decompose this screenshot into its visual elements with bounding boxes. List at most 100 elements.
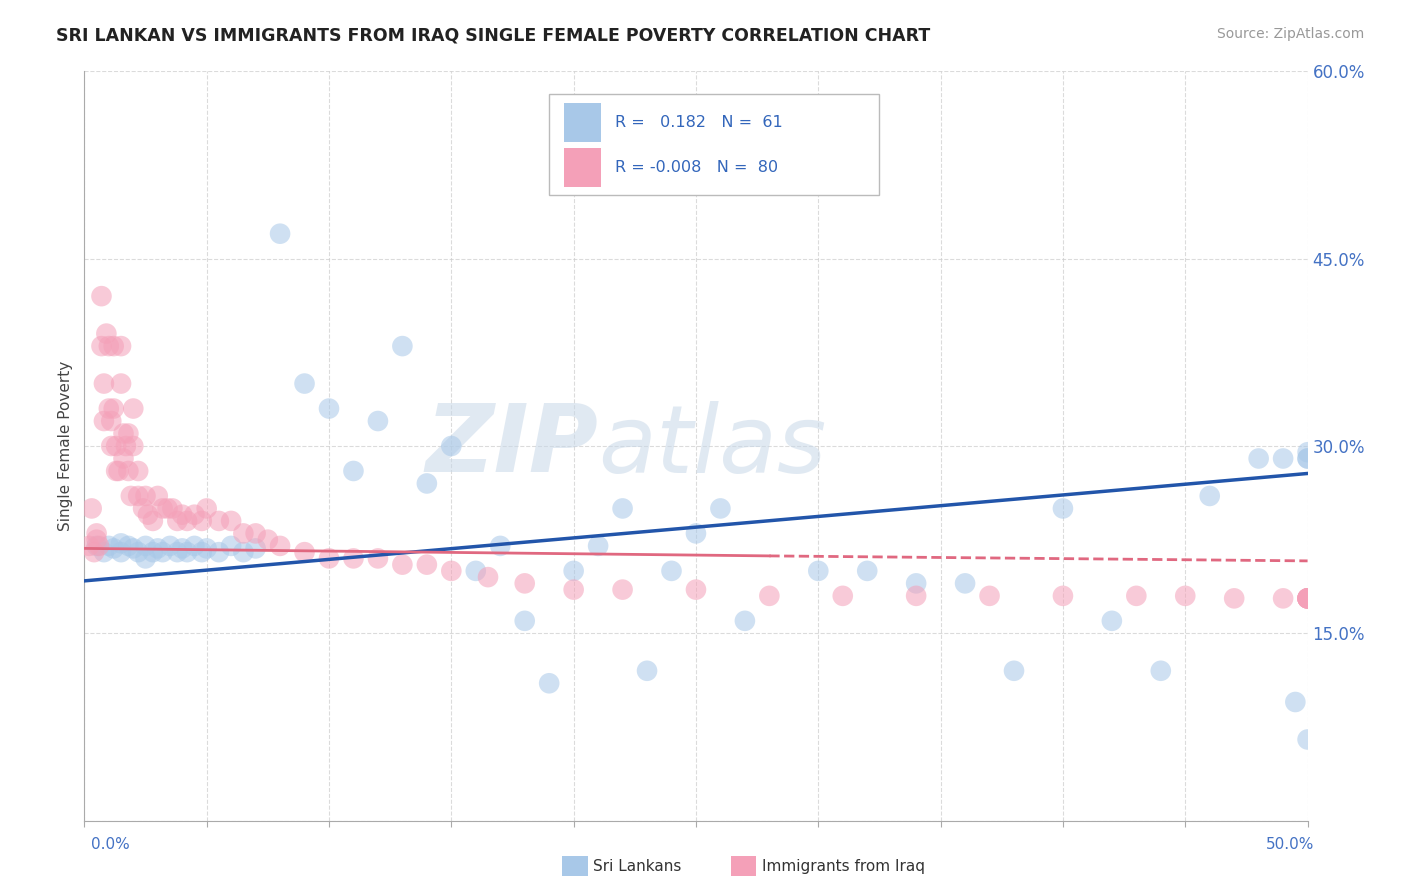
Point bbox=[103, 401, 125, 416]
Point bbox=[107, 464, 129, 478]
Point bbox=[166, 545, 188, 559]
Point bbox=[97, 539, 120, 553]
Point bbox=[245, 541, 267, 556]
Point bbox=[172, 541, 194, 556]
Point bbox=[831, 589, 853, 603]
Point bbox=[195, 501, 218, 516]
Point bbox=[1002, 664, 1025, 678]
FancyBboxPatch shape bbox=[550, 94, 880, 195]
Point bbox=[183, 539, 205, 553]
Point bbox=[97, 339, 120, 353]
Point bbox=[1101, 614, 1123, 628]
Point bbox=[513, 614, 536, 628]
Point bbox=[464, 564, 486, 578]
Point bbox=[195, 541, 218, 556]
Point bbox=[1272, 451, 1295, 466]
Point bbox=[105, 439, 128, 453]
Point bbox=[100, 439, 122, 453]
Point bbox=[127, 489, 149, 503]
Point bbox=[93, 545, 115, 559]
Point bbox=[122, 541, 145, 556]
Point bbox=[477, 570, 499, 584]
Point bbox=[1296, 732, 1319, 747]
Point bbox=[176, 514, 198, 528]
Point bbox=[136, 508, 159, 522]
Point bbox=[367, 551, 389, 566]
Point bbox=[1296, 451, 1319, 466]
Point bbox=[1125, 589, 1147, 603]
Point bbox=[127, 545, 149, 559]
Point bbox=[1296, 591, 1319, 606]
Point bbox=[269, 539, 291, 553]
Point bbox=[120, 489, 142, 503]
Point bbox=[191, 514, 214, 528]
Point bbox=[685, 582, 707, 597]
Point bbox=[87, 539, 110, 553]
Point bbox=[807, 564, 830, 578]
Point bbox=[90, 339, 112, 353]
Point bbox=[1296, 591, 1319, 606]
Point bbox=[77, 539, 100, 553]
Y-axis label: Single Female Poverty: Single Female Poverty bbox=[58, 361, 73, 531]
Point bbox=[905, 576, 928, 591]
Point bbox=[112, 451, 135, 466]
Point bbox=[257, 533, 280, 547]
Point bbox=[440, 564, 463, 578]
Text: Immigrants from Iraq: Immigrants from Iraq bbox=[762, 859, 925, 873]
Point bbox=[1296, 591, 1319, 606]
Point bbox=[1284, 695, 1306, 709]
Point bbox=[142, 514, 165, 528]
Point bbox=[110, 536, 132, 550]
Point bbox=[105, 464, 128, 478]
Point bbox=[152, 501, 174, 516]
Point bbox=[112, 426, 135, 441]
Text: Source: ZipAtlas.com: Source: ZipAtlas.com bbox=[1216, 27, 1364, 41]
Point bbox=[96, 326, 118, 341]
Text: atlas: atlas bbox=[598, 401, 827, 491]
Point bbox=[122, 401, 145, 416]
Point bbox=[166, 514, 188, 528]
Point bbox=[367, 414, 389, 428]
Point bbox=[758, 589, 780, 603]
Text: SRI LANKAN VS IMMIGRANTS FROM IRAQ SINGLE FEMALE POVERTY CORRELATION CHART: SRI LANKAN VS IMMIGRANTS FROM IRAQ SINGL… bbox=[56, 27, 931, 45]
Point bbox=[172, 508, 194, 522]
Point bbox=[1223, 591, 1246, 606]
FancyBboxPatch shape bbox=[564, 103, 600, 143]
Point bbox=[1174, 589, 1197, 603]
Point bbox=[232, 526, 254, 541]
Point bbox=[135, 539, 157, 553]
Point bbox=[219, 539, 242, 553]
Point bbox=[709, 501, 731, 516]
Point bbox=[342, 551, 364, 566]
Text: R = -0.008   N =  80: R = -0.008 N = 80 bbox=[616, 160, 779, 175]
Text: 0.0%: 0.0% bbox=[91, 838, 131, 852]
FancyBboxPatch shape bbox=[564, 148, 600, 187]
Point bbox=[115, 439, 138, 453]
Point bbox=[612, 501, 634, 516]
Text: R =   0.182   N =  61: R = 0.182 N = 61 bbox=[616, 115, 783, 130]
Point bbox=[269, 227, 291, 241]
Point bbox=[856, 564, 879, 578]
Point bbox=[636, 664, 658, 678]
Point bbox=[159, 539, 181, 553]
Point bbox=[1296, 591, 1319, 606]
Point bbox=[142, 545, 165, 559]
Point bbox=[135, 489, 157, 503]
Point bbox=[612, 582, 634, 597]
Point bbox=[90, 289, 112, 303]
Point bbox=[208, 545, 231, 559]
Point bbox=[391, 339, 413, 353]
Point bbox=[562, 564, 585, 578]
Point bbox=[156, 501, 179, 516]
Point bbox=[953, 576, 976, 591]
Point bbox=[416, 476, 439, 491]
Point bbox=[80, 501, 103, 516]
Point bbox=[146, 489, 169, 503]
Point bbox=[1198, 489, 1220, 503]
Point bbox=[734, 614, 756, 628]
Point bbox=[1296, 591, 1319, 606]
Point bbox=[122, 439, 145, 453]
Point bbox=[127, 464, 149, 478]
Point bbox=[103, 541, 125, 556]
Point bbox=[1272, 591, 1295, 606]
